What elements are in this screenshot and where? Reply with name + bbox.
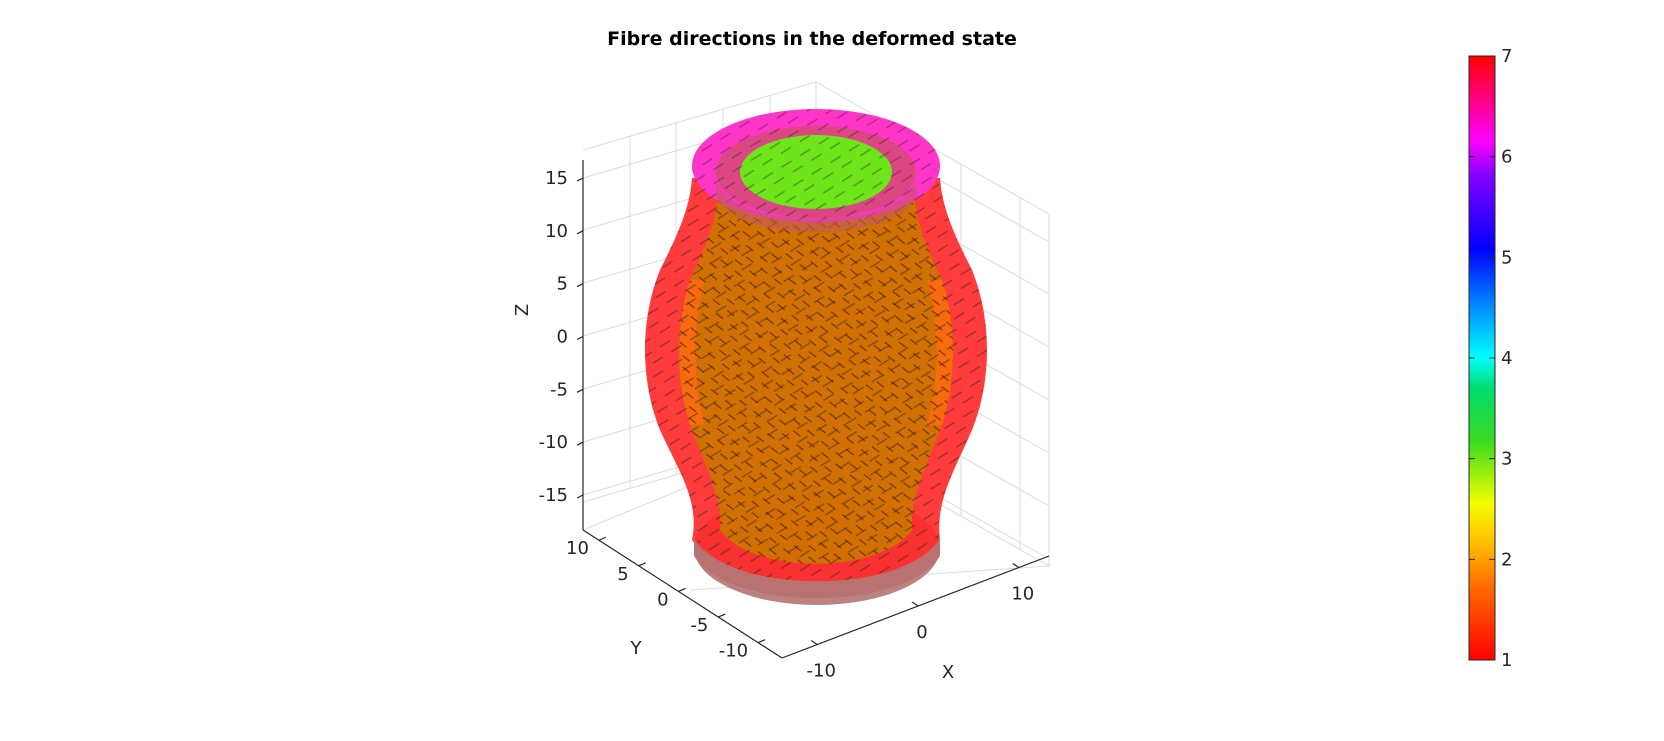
cavity-lip — [716, 180, 916, 232]
z-tick-mark — [576, 283, 584, 288]
x-tick-label: -10 — [807, 661, 836, 682]
colorbar-tick-label: 3 — [1501, 449, 1512, 470]
z-tick-mark — [576, 177, 584, 182]
z-tick-label: -15 — [539, 485, 568, 506]
z-tick-mark — [576, 335, 584, 341]
colorbar-ticks: 1 2 3 4 5 6 7 — [1469, 46, 1512, 671]
y-tick-mark — [718, 613, 726, 618]
x-ticks: -10 0 10 — [807, 563, 1034, 682]
z-tick-label: 10 — [545, 221, 568, 242]
y-tick-label: -5 — [690, 615, 708, 636]
bottom-rim — [694, 538, 940, 598]
y-tick-mark — [598, 536, 607, 541]
y-tick-label: 5 — [617, 564, 628, 585]
x-tick-mark — [1012, 563, 1020, 569]
y-tick-mark — [638, 562, 646, 567]
y-tick-label: -10 — [719, 641, 748, 662]
colorbar-tick-label: 4 — [1501, 348, 1512, 369]
colorbar: 1 2 3 4 5 6 7 — [1468, 46, 1512, 671]
y-tick-label: 0 — [657, 589, 668, 610]
y-ticks: 10 5 0 -5 -10 — [566, 536, 766, 662]
colorbar-tick-label: 1 — [1501, 650, 1512, 671]
colorbar-tick-label: 2 — [1501, 549, 1512, 570]
z-tick-mark — [576, 230, 584, 235]
x-tick-mark — [810, 640, 818, 646]
z-tick-mark — [576, 494, 584, 499]
z-tick-mark — [576, 441, 584, 446]
x-tick-mark — [911, 601, 919, 607]
top-face-fibres — [740, 135, 892, 209]
z-ticks: 15 10 5 0 -5 -10 -15 — [539, 168, 584, 506]
chart-title: Fibre directions in the deformed state — [607, 28, 1017, 50]
z-tick-label: 15 — [545, 168, 568, 189]
z-tick-label: 0 — [557, 327, 568, 348]
x-tick-label: 10 — [1011, 584, 1034, 605]
z-axis-label: Z — [512, 304, 533, 316]
z-tick-label: 5 — [557, 274, 568, 295]
y-axis-line — [582, 529, 783, 659]
colorbar-tick-label: 6 — [1501, 147, 1512, 168]
y-tick-mark — [757, 639, 766, 644]
x-axis-line — [781, 555, 1050, 659]
colorbar-tick-label: 7 — [1501, 46, 1512, 67]
z-tick-label: -5 — [550, 379, 568, 400]
z-tick-mark — [576, 388, 584, 393]
colorbar-tick-label: 5 — [1501, 247, 1512, 268]
y-tick-label: 10 — [566, 538, 589, 559]
x-axis-label: X — [942, 662, 954, 683]
x-tick-label: 0 — [916, 622, 927, 643]
z-tick-label: -10 — [539, 432, 568, 453]
fibre-overlay-b — [678, 190, 954, 564]
y-axis-label: Y — [630, 638, 643, 659]
vessel-surface — [645, 109, 987, 605]
axes — [582, 160, 1050, 659]
y-tick-mark — [678, 587, 686, 592]
